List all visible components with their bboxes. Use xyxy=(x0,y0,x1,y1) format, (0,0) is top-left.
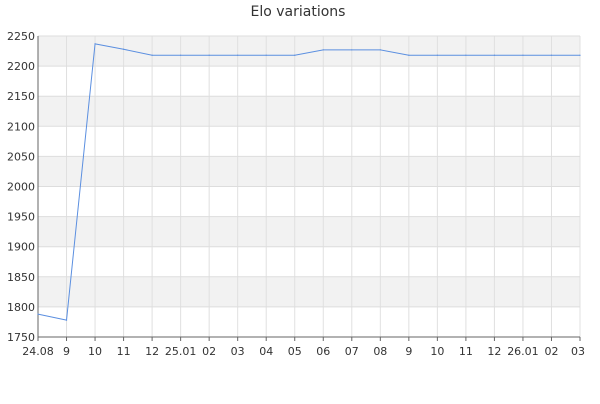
x-tick-label: 12 xyxy=(145,345,159,358)
chart-title: Elo variations xyxy=(251,4,346,20)
data-point xyxy=(493,54,496,56)
data-point xyxy=(579,54,581,56)
x-tick-label: 02 xyxy=(544,345,558,358)
data-point xyxy=(322,49,324,51)
data-point xyxy=(94,43,96,45)
y-tick-label: 1750 xyxy=(7,331,35,344)
data-point xyxy=(351,49,353,51)
plot-band xyxy=(38,276,580,307)
x-tick-labels: 24.08 9 10 11 12 25.01 02 03 04 05 06 07 08 9 10 11 12 26… xyxy=(22,337,585,358)
x-tick-label: 10 xyxy=(430,345,444,358)
data-point xyxy=(151,54,153,56)
data-point xyxy=(294,54,296,56)
data-point xyxy=(37,313,39,315)
x-tick-label: 06 xyxy=(316,345,330,358)
plot-band xyxy=(38,36,580,67)
x-tick-label: 12 xyxy=(487,345,501,358)
y-tick-label: 2000 xyxy=(7,181,35,194)
x-tick-label: 9 xyxy=(63,345,70,358)
data-point xyxy=(237,54,239,56)
x-tick-label: 10 xyxy=(88,345,102,358)
y-tick-label: 1900 xyxy=(7,241,35,254)
y-tick-label: 2150 xyxy=(7,90,35,103)
x-tick-label: 04 xyxy=(259,345,273,358)
x-tick-label: 03 xyxy=(231,345,245,358)
axes xyxy=(37,36,580,338)
y-tick-label: 1950 xyxy=(7,211,35,224)
data-point xyxy=(208,54,210,56)
data-point xyxy=(522,54,524,56)
series-group xyxy=(37,43,581,321)
y-tick-label: 2250 xyxy=(7,30,35,43)
plot-band xyxy=(38,96,580,127)
x-tick-label: 03 xyxy=(571,345,585,358)
y-tick-label: 2100 xyxy=(7,120,35,133)
x-tick-label: 25.01 xyxy=(165,345,197,358)
x-tick-label: 24.08 xyxy=(22,345,54,358)
x-tick-label: 02 xyxy=(202,345,216,358)
y-tick-label: 2050 xyxy=(7,150,35,163)
x-tick-label: 9 xyxy=(405,345,412,358)
data-point xyxy=(436,54,438,56)
data-point xyxy=(379,49,381,51)
x-tick-label: 08 xyxy=(373,345,387,358)
data-point xyxy=(65,319,68,321)
y-tick-label: 2200 xyxy=(7,60,35,73)
data-point xyxy=(465,54,467,56)
plot-band xyxy=(38,156,580,187)
data-point xyxy=(265,54,267,56)
series-line xyxy=(37,43,580,321)
y-tick-label: 1800 xyxy=(7,301,35,314)
x-tick-label: 11 xyxy=(459,345,473,358)
x-tick-label: 05 xyxy=(288,345,302,358)
data-point xyxy=(122,48,125,50)
y-tick-labels: 1750 1800 1850 1900 1950 2000 2050 2100 2150 2200… xyxy=(7,30,35,344)
data-point xyxy=(180,54,182,56)
data-point xyxy=(550,54,553,56)
data-point xyxy=(408,54,410,56)
x-tick-label: 07 xyxy=(345,345,359,358)
x-tick-label: 26.01 xyxy=(507,345,539,358)
x-tick-label: 11 xyxy=(117,345,131,358)
plot-bands xyxy=(38,36,580,307)
plot-band xyxy=(38,216,580,247)
y-tick-label: 1850 xyxy=(7,271,35,284)
